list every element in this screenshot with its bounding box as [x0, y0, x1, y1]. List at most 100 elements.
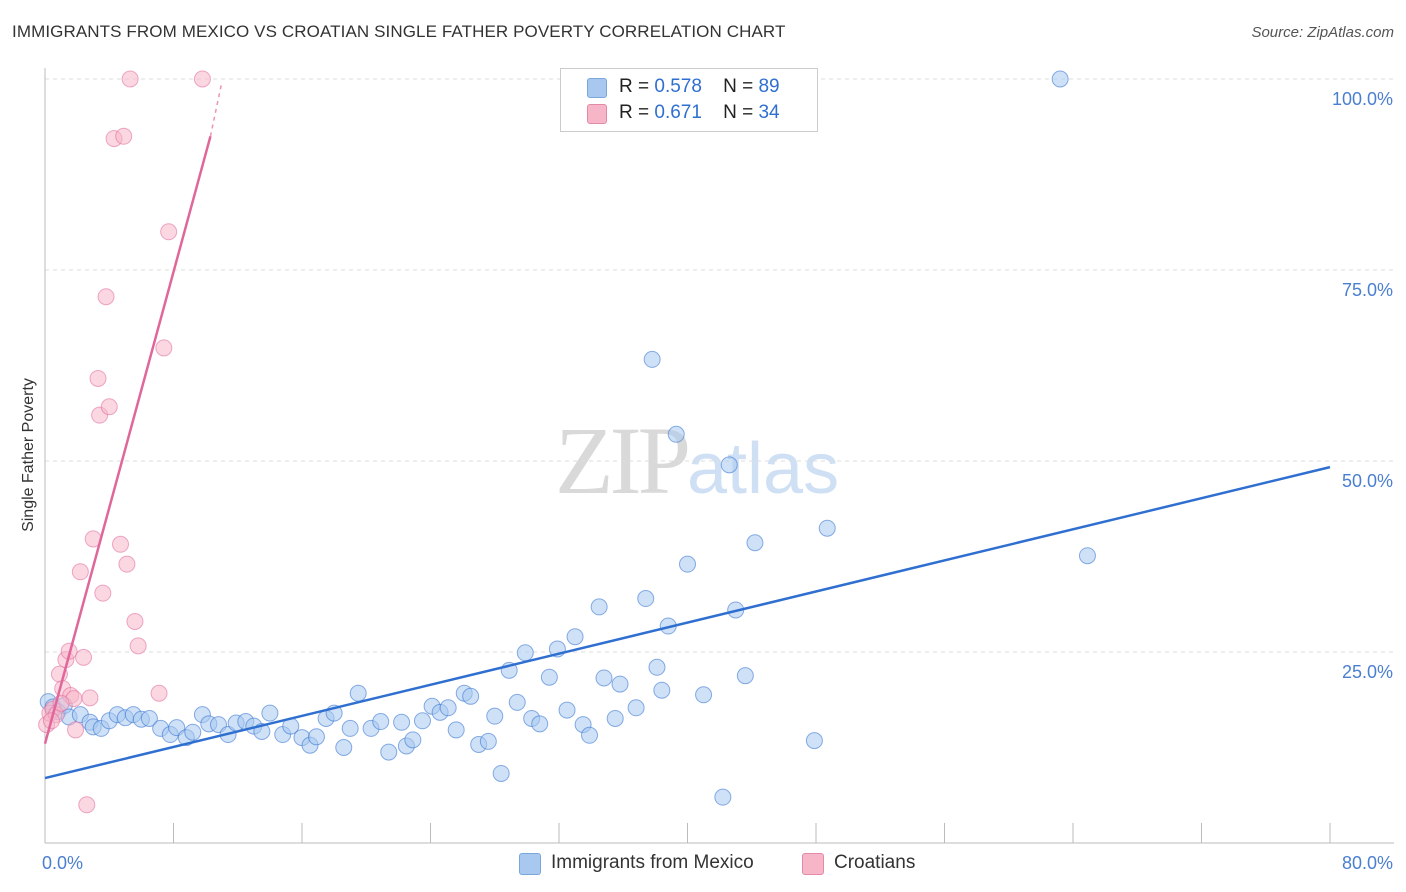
data-point: [118, 555, 136, 573]
data-point: [111, 535, 129, 553]
x-tick-label: 0.0%: [42, 853, 83, 873]
data-point: [805, 732, 823, 750]
data-point: [667, 425, 685, 443]
series-croatians: [38, 70, 211, 814]
legend-r-label: R =: [619, 102, 650, 123]
trend-line-croatians: [43, 135, 212, 745]
data-point: [193, 70, 211, 88]
data-point: [121, 70, 139, 88]
data-point: [627, 699, 645, 717]
data-point: [97, 288, 115, 306]
data-point: [695, 686, 713, 704]
data-point: [160, 223, 178, 241]
series-label-croatians: Croatians: [834, 852, 916, 873]
data-point: [558, 701, 576, 719]
legend-n-value: 34: [758, 102, 780, 123]
legend-swatch-mexico: [587, 78, 607, 98]
legend-text-croatians: R = 0.671 N = 34: [619, 102, 780, 124]
data-point: [486, 707, 504, 725]
data-point: [679, 555, 696, 573]
data-point: [75, 648, 93, 666]
data-point: [643, 350, 661, 368]
data-point: [307, 728, 325, 746]
data-point: [736, 667, 754, 685]
data-point: [155, 339, 173, 357]
x-tick-label: 80.0%: [1342, 853, 1393, 873]
trend-lines: [43, 82, 1331, 780]
y-tick-label: 75.0%: [1342, 280, 1393, 300]
data-point: [581, 726, 599, 744]
tick-labels: 25.0% 50.0% 75.0% 100.0% 0.0% 80.0%: [42, 89, 1393, 873]
data-point: [508, 693, 526, 711]
data-point: [184, 723, 202, 741]
legend-swatch-croatians: [587, 104, 607, 124]
data-point: [1051, 70, 1069, 88]
data-point: [100, 398, 118, 416]
series-label-mexico: Immigrants from Mexico: [551, 852, 754, 873]
trend-line-extension: [209, 82, 223, 137]
data-point: [653, 681, 671, 699]
legend-n-label: N =: [723, 102, 754, 123]
data-point: [462, 687, 480, 705]
y-tick-label: 50.0%: [1342, 471, 1393, 491]
data-point: [150, 684, 168, 702]
data-point: [81, 689, 99, 707]
data-point: [89, 369, 107, 387]
data-point: [393, 713, 411, 731]
data-point: [818, 519, 836, 537]
legend-n-value: 89: [758, 76, 780, 97]
data-point: [71, 563, 89, 581]
trend-line-mexico: [44, 465, 1331, 780]
data-point: [746, 534, 764, 552]
data-point: [67, 721, 85, 739]
watermark-atlas: atlas: [687, 429, 840, 509]
correlation-legend: R = 0.578 N = 89 R = 0.671 N = 34: [560, 68, 818, 132]
data-point: [261, 704, 279, 722]
data-point: [413, 712, 431, 730]
gridlines: [45, 78, 1394, 653]
data-point: [531, 715, 549, 733]
data-point: [439, 699, 457, 717]
legend-n-label: N =: [723, 76, 754, 97]
data-point: [492, 764, 510, 782]
chart-title: IMMIGRANTS FROM MEXICO VS CROATIAN SINGL…: [12, 22, 786, 41]
legend-r-value: 0.578: [654, 76, 702, 97]
data-point: [637, 590, 655, 608]
watermark: ZIPatlas: [555, 405, 839, 516]
legend-text-mexico: R = 0.578 N = 89: [619, 76, 780, 98]
source-credit: Source: ZipAtlas.com: [1251, 24, 1394, 41]
series-swatch-mexico: [519, 853, 541, 875]
data-point: [1078, 547, 1096, 565]
data-point: [335, 739, 353, 756]
data-point: [94, 584, 112, 602]
series-legend: Immigrants from Mexico Croatians: [0, 852, 1406, 876]
data-point: [78, 796, 96, 814]
data-point: [606, 709, 624, 727]
y-tick-label: 25.0%: [1342, 662, 1393, 682]
data-point: [404, 731, 422, 749]
data-point: [479, 732, 497, 750]
data-point: [516, 644, 534, 662]
data-point: [126, 612, 144, 630]
data-point: [590, 598, 608, 616]
data-point: [447, 721, 465, 739]
data-point: [540, 668, 558, 686]
data-point: [129, 637, 147, 655]
legend-r-value: 0.671: [654, 102, 702, 123]
legend-r-label: R =: [619, 76, 650, 97]
data-point: [349, 684, 367, 702]
y-tick-label: 100.0%: [1332, 89, 1393, 109]
data-point: [341, 719, 359, 737]
data-point: [611, 675, 629, 693]
data-point: [595, 669, 613, 687]
data-point: [720, 456, 738, 474]
data-point: [566, 628, 584, 646]
data-point: [140, 709, 158, 727]
series-swatch-croatians: [802, 853, 824, 875]
data-point: [648, 658, 666, 676]
data-point: [714, 788, 732, 806]
data-point: [372, 713, 390, 731]
data-point: [115, 127, 133, 145]
data-point: [380, 743, 398, 761]
